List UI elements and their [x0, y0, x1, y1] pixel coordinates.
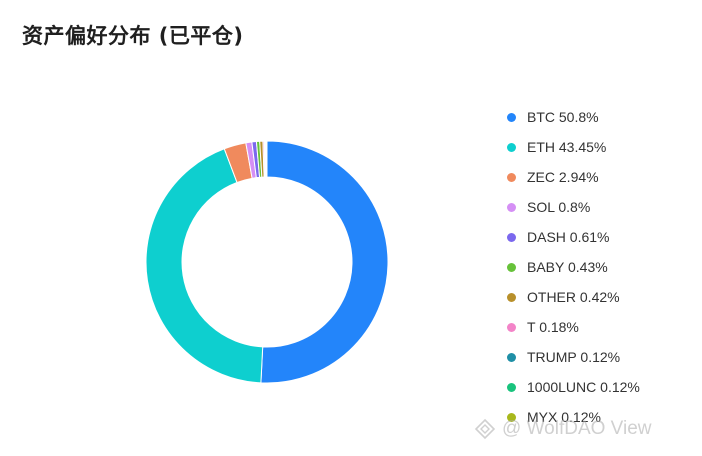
watermark: @ WolfDAO View: [474, 418, 652, 440]
legend-item-1000lunc[interactable]: 1000LUNC 0.12%: [502, 372, 640, 402]
legend-swatch: [507, 292, 516, 302]
slice-myx[interactable]: [265, 140, 268, 178]
chart-title: 资产偏好分布 (已平仓): [22, 24, 244, 48]
legend-label: TRUMP 0.12%: [527, 349, 621, 365]
legend-item-dash[interactable]: DASH 0.61%: [502, 222, 640, 252]
legend-swatch: [507, 142, 516, 152]
legend-item-trump[interactable]: TRUMP 0.12%: [502, 342, 640, 372]
legend-swatch: [507, 382, 516, 392]
legend-swatch: [507, 412, 516, 422]
legend-swatch: [507, 112, 516, 122]
legend-label: MYX 0.12%: [527, 409, 601, 425]
legend-swatch: [507, 322, 516, 332]
chart-legend: BTC 50.8% ETH 43.45% ZEC 2.94% SOL 0.8% DASH…: [502, 102, 640, 432]
legend-item-baby[interactable]: BABY 0.43%: [502, 252, 640, 282]
legend-label: OTHER 0.42%: [527, 289, 620, 305]
slice-btc[interactable]: [260, 140, 389, 384]
slice-eth[interactable]: [145, 148, 264, 384]
legend-item-myx[interactable]: MYX 0.12%: [502, 402, 640, 432]
legend-swatch: [507, 262, 516, 272]
legend-label: BTC 50.8%: [527, 109, 599, 125]
legend-item-btc[interactable]: BTC 50.8%: [502, 102, 640, 132]
legend-item-other[interactable]: OTHER 0.42%: [502, 282, 640, 312]
legend-item-sol[interactable]: SOL 0.8%: [502, 192, 640, 222]
wolfdao-logo-icon: [474, 418, 496, 440]
legend-label: SOL 0.8%: [527, 199, 591, 215]
watermark-text: @ WolfDAO View: [502, 418, 652, 439]
legend-label: 1000LUNC 0.12%: [527, 379, 640, 395]
legend-label: DASH 0.61%: [527, 229, 610, 245]
legend-label: BABY 0.43%: [527, 259, 608, 275]
legend-item-zec[interactable]: ZEC 2.94%: [502, 162, 640, 192]
legend-label: T 0.18%: [527, 319, 579, 335]
legend-item-eth[interactable]: ETH 43.45%: [502, 132, 640, 162]
legend-label: ETH 43.45%: [527, 139, 607, 155]
legend-swatch: [507, 352, 516, 362]
legend-swatch: [507, 232, 516, 242]
legend-label: ZEC 2.94%: [527, 169, 599, 185]
legend-item-t[interactable]: T 0.18%: [502, 312, 640, 342]
legend-swatch: [507, 202, 516, 212]
legend-swatch: [507, 172, 516, 182]
